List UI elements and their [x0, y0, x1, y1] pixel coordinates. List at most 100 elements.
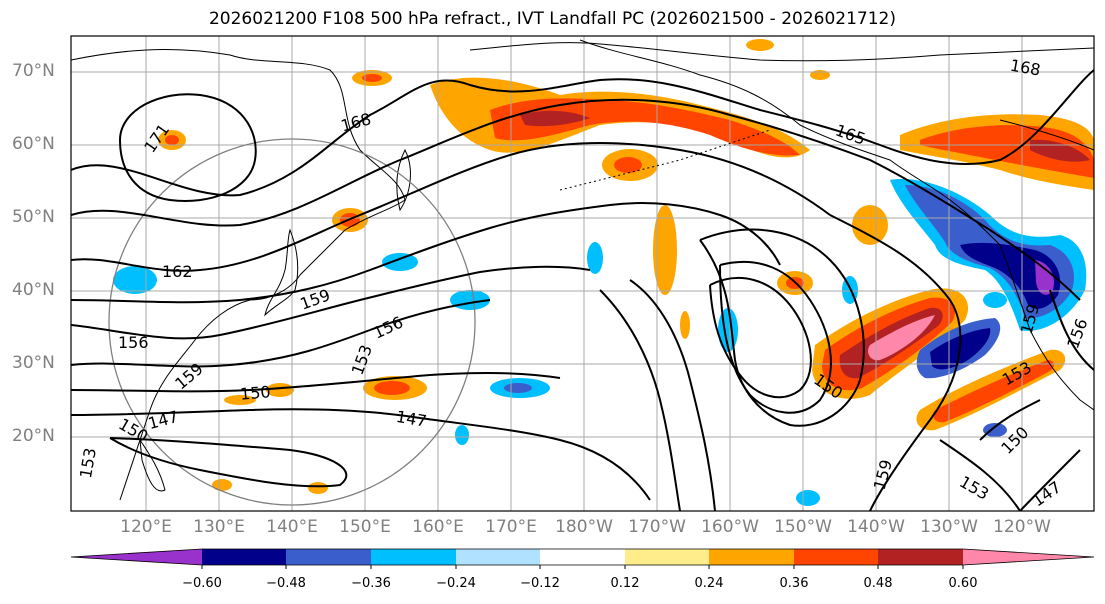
- anomaly-blob: [504, 383, 532, 393]
- height-contours: [71, 69, 1094, 511]
- anomaly-core-bering: [520, 110, 590, 127]
- colorbar-tick-label: 0.36: [779, 576, 809, 591]
- coastline-arctic: [469, 42, 1094, 62]
- lon-label: 160°W: [701, 517, 759, 537]
- colorbar-tick-label: −0.36: [351, 576, 391, 591]
- lat-label-40n: 40°N: [12, 280, 55, 300]
- colorbar: [70, 548, 1095, 569]
- anomaly-core-negative-coast: [960, 242, 1061, 309]
- contour-tail-right-1: [629, 279, 716, 511]
- anomaly-strong-bc: [920, 125, 1094, 178]
- contour-168: [71, 69, 1094, 197]
- lat-label-70n: 70°N: [12, 61, 55, 81]
- contour-159: [71, 202, 781, 304]
- lon-label: 150°E: [339, 517, 391, 537]
- anomaly-blob: [266, 383, 294, 397]
- contour-147-east: [1019, 449, 1081, 511]
- lon-label: 140°W: [847, 517, 905, 537]
- contour-150-low: [709, 276, 812, 399]
- contour-153-east: [939, 439, 1021, 511]
- contour-label: 162: [162, 262, 193, 281]
- anomaly-strong-lower: [933, 360, 1054, 423]
- coastline-philippines: [139, 439, 166, 492]
- colorbar-tick-label: −0.60: [182, 576, 222, 591]
- colorbar-swatch: [878, 549, 963, 565]
- colorbar-tick-label: 0.24: [694, 576, 724, 591]
- lon-label: 130°E: [193, 517, 245, 537]
- anomaly-blob: [852, 205, 888, 245]
- lat-label-50n: 50°N: [12, 207, 55, 227]
- colorbar-swatch: [371, 549, 456, 565]
- colorbar-tick-label: 0.60: [948, 576, 978, 591]
- lon-label: 130°W: [920, 517, 978, 537]
- lon-label: 180°W: [555, 517, 613, 537]
- anomaly-blob: [362, 74, 382, 82]
- colorbar-tick-label: 0.12: [610, 576, 640, 591]
- lon-label: 120°E: [120, 517, 172, 537]
- anomaly-blob: [374, 381, 410, 395]
- contour-171: [118, 93, 257, 202]
- anomaly-max-negative-coast: [1035, 260, 1055, 295]
- anomaly-blob: [983, 292, 1007, 308]
- lat-label-20n: 20°N: [12, 426, 55, 446]
- colorbar-tick-label: 0.48: [863, 576, 893, 591]
- colorbar-tick-label: −0.24: [436, 576, 476, 591]
- coastline-bc: [999, 119, 1094, 151]
- anomaly-blob: [796, 490, 820, 506]
- map-title: 2026021200 F108 500 hPa refract., IVT La…: [208, 9, 896, 29]
- colorbar-swatch: [963, 549, 1094, 565]
- lat-label-60n: 60°N: [12, 134, 55, 154]
- contour-156-low: [699, 228, 865, 427]
- coastline-japan: [264, 228, 299, 317]
- anomaly-blob: [113, 266, 157, 294]
- anomaly-blob: [224, 395, 256, 405]
- contour-165: [71, 98, 1081, 301]
- lon-label: 150°W: [774, 517, 832, 537]
- contour-159-east: [829, 214, 962, 511]
- colorbar-swatch: [794, 549, 878, 565]
- anomaly-blob: [382, 253, 418, 271]
- anomaly-blob: [983, 423, 1007, 437]
- contour-tail-right-2: [599, 289, 681, 511]
- colorbar-tick-label: −0.12: [520, 576, 560, 591]
- reference-circle: [108, 138, 476, 506]
- lon-label: 120°W: [993, 517, 1051, 537]
- contour-150: [71, 372, 561, 393]
- colorbar-swatch: [456, 549, 540, 565]
- coastline-asia: [71, 49, 406, 501]
- anomaly-blob: [165, 135, 179, 145]
- coastline-kamchatka: [396, 148, 411, 212]
- contour-label: 156: [118, 333, 149, 352]
- coastlines: [71, 39, 1094, 501]
- contour-156: [71, 265, 591, 340]
- contour-153: [71, 299, 491, 368]
- anomaly-blob: [587, 242, 603, 274]
- lat-label-30n: 30°N: [12, 353, 55, 373]
- lon-label: 170°W: [628, 517, 686, 537]
- contour-156-east: [1049, 289, 1094, 371]
- coastline-alaska: [579, 39, 1094, 411]
- contour-147-b: [109, 437, 348, 488]
- colorbar-swatch: [286, 549, 371, 565]
- anomaly-blob: [614, 157, 642, 173]
- lon-label: 160°E: [412, 517, 464, 537]
- colorbar-swatch: [71, 549, 202, 565]
- anomaly-max-subtropical: [868, 315, 935, 361]
- contour-150-east: [979, 399, 1041, 441]
- anomaly-blob: [455, 425, 469, 445]
- colorbar-swatch: [540, 549, 625, 565]
- anomaly-blob: [308, 482, 328, 494]
- filled-anomaly-layer: [113, 39, 1094, 506]
- contour-153-low: [719, 260, 832, 414]
- anomaly-blob: [653, 205, 677, 295]
- colorbar-tick-label: −0.48: [266, 576, 306, 591]
- anomaly-blob: [680, 311, 690, 339]
- anomaly-blob: [746, 39, 774, 51]
- anomaly-blob: [212, 479, 232, 491]
- lon-label: 140°E: [266, 517, 318, 537]
- map-frame: [70, 35, 1095, 512]
- colorbar-swatch: [709, 549, 794, 565]
- coastline-aleutians: [559, 129, 771, 191]
- colorbar-swatch: [202, 549, 286, 565]
